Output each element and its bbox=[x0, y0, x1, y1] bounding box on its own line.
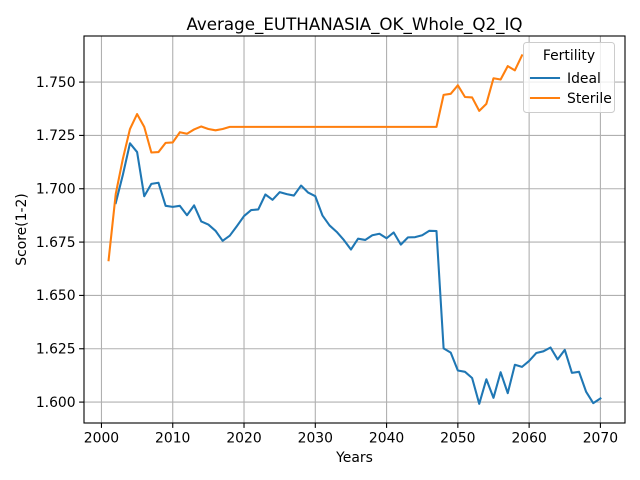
x-tick-label: 2030 bbox=[298, 430, 333, 446]
chart-title: Average_EUTHANASIA_OK_Whole_Q2_IQ bbox=[186, 14, 522, 35]
legend-label-sterile: Sterile bbox=[567, 91, 612, 107]
axis-ticks: 2000 2010 2020 2030 2040 2050 2060 2070 1.600 1.6… bbox=[36, 75, 618, 447]
y-tick-label: 1.750 bbox=[36, 75, 76, 91]
x-tick-label: 2060 bbox=[511, 430, 546, 446]
y-tick-label: 1.675 bbox=[36, 235, 76, 251]
x-tick-label: 2010 bbox=[155, 430, 190, 446]
legend: Fertility Ideal Sterile bbox=[523, 42, 615, 113]
legend-item-ideal: Ideal bbox=[529, 71, 601, 87]
y-tick-label: 1.625 bbox=[36, 342, 76, 358]
x-axis-label: Years bbox=[335, 450, 373, 466]
series-group bbox=[107, 54, 602, 405]
series-line-ideal bbox=[114, 142, 602, 405]
x-tick-label: 2070 bbox=[583, 430, 618, 446]
plot-frame bbox=[83, 35, 626, 424]
x-tick-label: 2020 bbox=[226, 430, 261, 446]
legend-title: Fertility bbox=[543, 48, 595, 64]
gridlines bbox=[84, 36, 625, 423]
legend-item-sterile: Sterile bbox=[529, 91, 612, 107]
y-tick-label: 1.725 bbox=[36, 128, 76, 144]
legend-box bbox=[523, 42, 615, 113]
y-tick-label: 1.700 bbox=[36, 182, 76, 198]
y-tick-label: 1.600 bbox=[36, 395, 76, 411]
y-axis-label: Score(1-2) bbox=[14, 193, 30, 265]
x-tick-label: 2040 bbox=[369, 430, 404, 446]
x-tick-label: 2050 bbox=[440, 430, 475, 446]
x-tick-label: 2000 bbox=[84, 430, 119, 446]
legend-label-ideal: Ideal bbox=[567, 71, 601, 87]
y-tick-label: 1.650 bbox=[36, 288, 76, 304]
series-line-sterile bbox=[107, 54, 524, 262]
